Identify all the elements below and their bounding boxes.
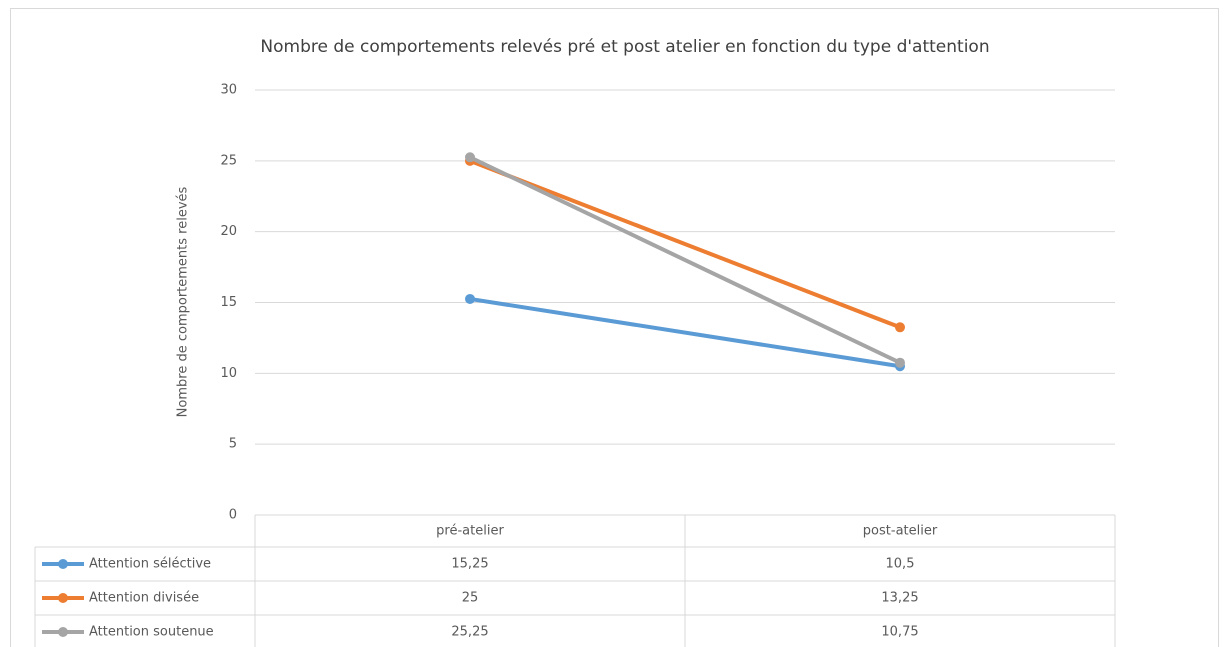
y-tick-label: 5 bbox=[229, 437, 237, 452]
x-tick-label: post-atelier bbox=[863, 524, 938, 539]
legend-marker bbox=[58, 627, 68, 637]
table-value: 25 bbox=[462, 591, 479, 606]
x-tick-label: pré-atelier bbox=[436, 524, 504, 539]
legend-label: Attention soutenue bbox=[89, 625, 214, 640]
series-line bbox=[468, 158, 902, 330]
table-value: 15,25 bbox=[451, 557, 488, 572]
y-tick-label: 10 bbox=[220, 366, 237, 381]
table-value: 10,75 bbox=[881, 625, 918, 640]
y-axis-label: Nombre de comportements relevés bbox=[176, 186, 191, 417]
legend-label: Attention divisée bbox=[89, 591, 199, 606]
table-value: 13,25 bbox=[881, 591, 918, 606]
series-line bbox=[468, 155, 902, 365]
legend-marker bbox=[58, 559, 68, 569]
y-tick-label: 20 bbox=[220, 224, 237, 239]
data-point bbox=[895, 322, 905, 333]
chart-frame bbox=[10, 8, 1219, 647]
data-point bbox=[895, 357, 905, 368]
y-tick-label: 25 bbox=[220, 153, 237, 168]
y-tick-label: 30 bbox=[220, 83, 237, 98]
legend-marker bbox=[58, 593, 68, 603]
data-point bbox=[465, 152, 475, 163]
table-value: 10,5 bbox=[886, 557, 915, 572]
data-point bbox=[465, 293, 475, 304]
table-value: 25,25 bbox=[451, 625, 488, 640]
y-tick-label: 0 bbox=[229, 508, 237, 523]
legend-label: Attention séléctive bbox=[89, 557, 211, 572]
series-line bbox=[468, 296, 902, 369]
chart-title: Nombre de comportements relevés pré et p… bbox=[260, 37, 989, 57]
y-tick-label: 15 bbox=[220, 295, 237, 310]
